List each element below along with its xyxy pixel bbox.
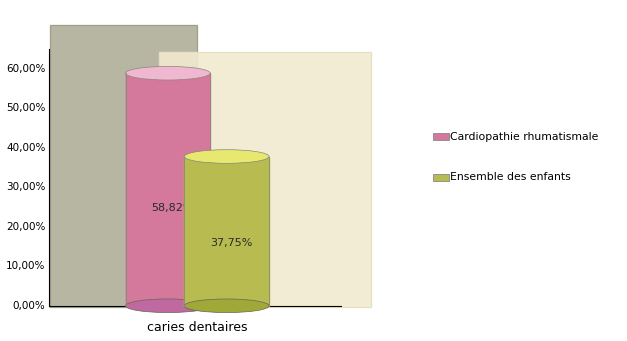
Text: Cardiopathie rhumatismale: Cardiopathie rhumatismale [450, 132, 599, 142]
Text: 60,00%: 60,00% [6, 63, 46, 74]
Polygon shape [125, 73, 210, 306]
Ellipse shape [125, 299, 210, 313]
Text: 37,75%: 37,75% [210, 238, 252, 248]
Text: 30,00%: 30,00% [6, 182, 46, 192]
FancyBboxPatch shape [433, 174, 449, 181]
Text: Ensemble des enfants: Ensemble des enfants [450, 172, 571, 182]
Ellipse shape [125, 66, 210, 80]
Text: 40,00%: 40,00% [6, 143, 46, 153]
Text: 0,00%: 0,00% [13, 301, 46, 311]
Text: 10,00%: 10,00% [6, 261, 46, 271]
Ellipse shape [184, 299, 269, 313]
Text: 58,82%: 58,82% [151, 203, 193, 213]
Polygon shape [50, 25, 198, 308]
Polygon shape [184, 157, 269, 306]
Text: caries dentaires: caries dentaires [147, 321, 248, 334]
Ellipse shape [184, 150, 269, 163]
Text: 50,00%: 50,00% [6, 103, 46, 113]
Polygon shape [159, 52, 371, 308]
Text: 20,00%: 20,00% [6, 222, 46, 232]
FancyBboxPatch shape [433, 133, 449, 140]
Polygon shape [184, 157, 199, 306]
Polygon shape [125, 73, 140, 306]
